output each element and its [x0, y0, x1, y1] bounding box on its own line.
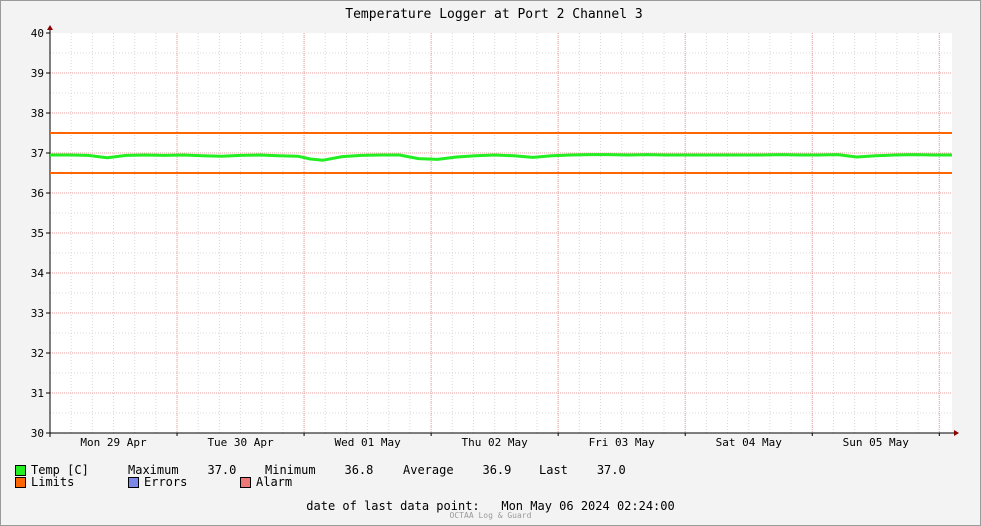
y-tick-label: 38: [31, 107, 44, 120]
watermark: OCTAA Log & Guard: [449, 511, 532, 520]
x-tick-label: Sat 04 May: [716, 436, 783, 449]
legend-last: Last 37.0: [539, 456, 626, 484]
legend-maximum: Maximum 37.0: [128, 456, 265, 484]
y-tick-label: 37: [31, 147, 44, 160]
x-tick-label: Sun 05 May: [843, 436, 910, 449]
alarm-swatch: [240, 476, 251, 488]
chart-area: Temperature Logger at Port 2 Channel 3 3…: [31, 7, 959, 449]
y-tick-label: 35: [31, 227, 44, 240]
legend-alarm-label: Alarm: [256, 475, 293, 489]
legend-limits-label: Limits: [31, 475, 75, 489]
x-axis-arrow: [954, 430, 959, 436]
y-tick-label: 36: [31, 187, 44, 200]
x-tick-label: Fri 03 May: [589, 436, 656, 449]
y-axis-arrow: [47, 25, 53, 30]
last-data-point: date of last data point: Mon May 06 2024…: [0, 499, 981, 513]
last-data-point-value: Mon May 06 2024 02:24:00: [501, 499, 675, 513]
legend-item-errors: Errors: [128, 475, 240, 489]
legend-row-keys: Limits Errors Alarm: [15, 475, 292, 489]
errors-swatch: [128, 476, 139, 488]
limits-swatch: [15, 476, 26, 488]
legend-row-stats: Temp [C] Maximum 37.0 Minimum 36.8 Avera…: [15, 463, 626, 477]
y-tick-label: 34: [31, 267, 45, 280]
legend-item-alarm: Alarm: [240, 475, 292, 489]
legend-temp-label: Temp [C]: [31, 463, 89, 477]
legend-item-temp: Temp [C]: [15, 463, 128, 477]
legend-average: Average 36.9: [403, 456, 539, 484]
y-tick-label: 33: [31, 307, 44, 320]
legend-item-limits: Limits: [15, 475, 128, 489]
maximum-label: Maximum: [128, 463, 179, 477]
last-value: 37.0: [596, 463, 626, 477]
y-tick-label: 39: [31, 67, 44, 80]
last-label: Last: [539, 463, 568, 477]
x-tick-label: Wed 01 May: [334, 436, 401, 449]
y-tick-label: 30: [31, 427, 44, 440]
y-tick-label: 31: [31, 387, 44, 400]
legend-errors-label: Errors: [144, 475, 188, 489]
last-data-point-label: date of last data point:: [306, 499, 480, 513]
x-tick-label: Mon 29 Apr: [80, 436, 147, 449]
x-tick-label: Thu 02 May: [462, 436, 529, 449]
maximum-value: 37.0: [207, 463, 237, 477]
average-value: 36.9: [482, 463, 512, 477]
minimum-label: Minimum: [265, 463, 316, 477]
plot-layer: 30 31 32 33 34 35 36 37 38 39 40 Mon 29 Apr Tue 30 A…: [31, 25, 959, 449]
chart-title: Temperature Logger at Port 2 Channel 3: [345, 7, 642, 22]
y-tick-label: 32: [31, 347, 44, 360]
x-tick-label: Tue 30 Apr: [207, 436, 274, 449]
temp-series-line: [50, 153, 952, 162]
legend-minimum: Minimum 36.8: [265, 456, 403, 484]
temp-swatch: [15, 464, 26, 476]
y-tick-label: 40: [31, 27, 44, 40]
average-label: Average: [403, 463, 454, 477]
minimum-value: 36.8: [344, 463, 374, 477]
